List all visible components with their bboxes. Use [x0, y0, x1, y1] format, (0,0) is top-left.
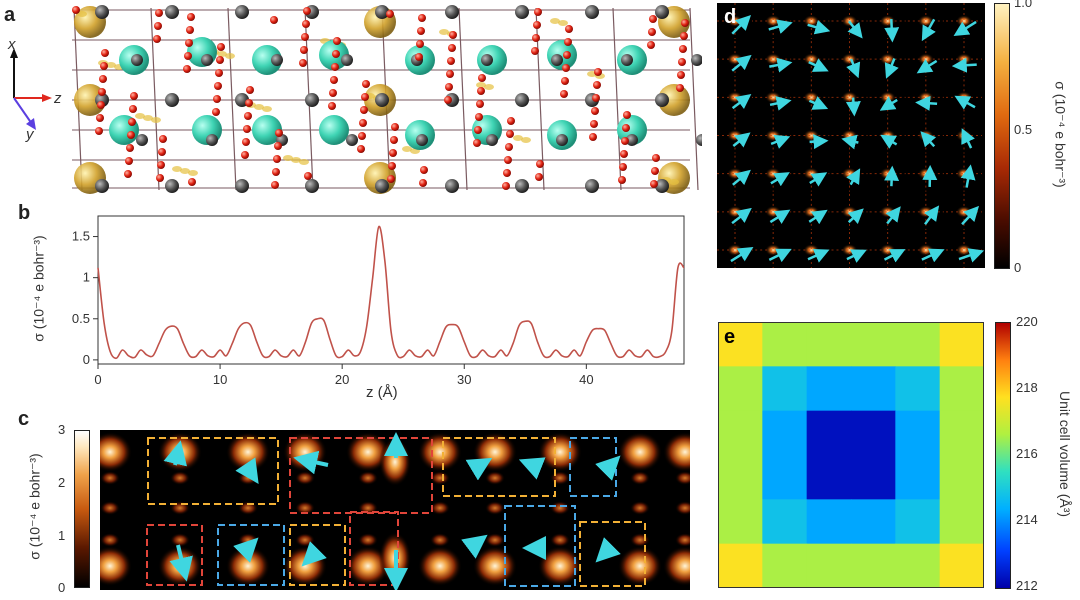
- heatmap-cell: [939, 366, 984, 412]
- heatmap-cell: [806, 455, 852, 500]
- heatmap-cell: [939, 322, 984, 367]
- heatmap-cell: [939, 455, 984, 500]
- heatmap-cell: [718, 366, 763, 412]
- plot-frame: [97, 215, 685, 365]
- heatmap-cell: [718, 543, 763, 588]
- heatmap-cell: [762, 543, 808, 588]
- heatmap-cell: [851, 410, 896, 456]
- panel-d-letter: d: [724, 6, 737, 28]
- axis-x-label: x: [8, 36, 16, 53]
- heatmap-cell: [762, 366, 808, 412]
- charge-density-map-d: [717, 3, 985, 268]
- panel-c-cbar-tick: 2: [58, 475, 66, 490]
- panel-e-cbar-tick: 214: [1016, 512, 1038, 527]
- panel-e-cbar-tick: 220: [1016, 314, 1038, 329]
- panel-e-colorbar: [995, 322, 1011, 589]
- heatmap-cell: [718, 499, 763, 545]
- panel-b-letter: b: [18, 202, 31, 224]
- heatmap-cell: [851, 499, 896, 545]
- x-tick-label: 10: [213, 372, 227, 387]
- heatmap-cell: [806, 543, 852, 588]
- heatmap-cell: [939, 410, 984, 456]
- heatmap-cell: [718, 455, 763, 500]
- panel-c-colorbar-label: σ (10⁻⁴ e bohr⁻³): [26, 453, 43, 560]
- heatmap-cell: [762, 455, 808, 500]
- heatmap-cell: [895, 455, 941, 500]
- heatmap-cell: [851, 366, 896, 412]
- panel-c-colorbar: [74, 430, 90, 588]
- heatmap-cell: [895, 543, 941, 588]
- heatmap-cell: [939, 543, 984, 588]
- unit-cell-volume-heatmap: [718, 322, 984, 588]
- panel-d-colorbar: [994, 3, 1010, 269]
- heatmap-cell: [762, 322, 808, 367]
- heatmap-cell: [718, 410, 763, 456]
- panel-e-cbar-tick: 218: [1016, 380, 1038, 395]
- panel-d-cbar-tick: 0.5: [1014, 122, 1033, 137]
- panel-c-letter: c: [18, 408, 30, 430]
- panel-c-cbar-tick: 0: [58, 580, 66, 595]
- heatmap-cell: [851, 322, 896, 367]
- panel-e-letter: e: [724, 326, 736, 348]
- panel-b-xlabel: z (Å): [366, 384, 398, 401]
- x-tick-label: 0: [94, 372, 101, 387]
- panel-e-colorbar-label: Unit cell volume (Å³): [1057, 390, 1073, 518]
- panel-a-letter: a: [4, 4, 16, 26]
- axis-triad: [10, 48, 52, 130]
- charge-density-map-c: [100, 430, 690, 590]
- heatmap-cell: [851, 543, 896, 588]
- x-tick-label: 20: [335, 372, 349, 387]
- heatmap-cell: [806, 410, 852, 456]
- heatmap-cell: [939, 499, 984, 545]
- panel-c-cbar-tick: 1: [58, 528, 66, 543]
- heatmap-cell: [762, 499, 808, 545]
- heatmap-cell: [895, 410, 941, 456]
- panel-d-cbar-tick: 1.0: [1014, 0, 1033, 10]
- panel-d-cbar-tick: 0: [1014, 260, 1022, 275]
- y-tick-label: 1: [83, 270, 90, 285]
- panel-c-cbar-tick: 3: [58, 422, 66, 437]
- heatmap-cell: [806, 366, 852, 412]
- y-tick-label: 0.5: [72, 311, 90, 326]
- panel-b-ylabel: σ (10⁻⁴ e bohr⁻³): [30, 235, 47, 342]
- heatmap-cell: [851, 455, 896, 500]
- heatmap-cell: [806, 322, 852, 367]
- x-tick-label: 30: [457, 372, 471, 387]
- heatmap-cell: [895, 499, 941, 545]
- heatmap-cell: [718, 322, 763, 367]
- heatmap-cell: [806, 499, 852, 545]
- crystal-structure-image: [70, 5, 702, 194]
- heatmap-cell: [895, 322, 941, 367]
- panel-d-colorbar-label: σ (10⁻⁴ e bohr⁻³): [1052, 81, 1069, 188]
- axis-z-label: z: [54, 90, 62, 107]
- heatmap-cell: [895, 366, 941, 412]
- panel-e-cbar-tick: 212: [1016, 578, 1038, 593]
- heatmap-cell: [762, 410, 808, 456]
- sigma-line: [97, 225, 685, 360]
- x-tick-label: 40: [579, 372, 593, 387]
- y-tick-label: 1.5: [72, 229, 90, 244]
- sigma-profile-chart: 0 10 20 30 40 0 0.5 1 1.5: [72, 215, 685, 387]
- axis-y-label: y: [26, 126, 34, 143]
- y-tick-label: 0: [83, 352, 90, 367]
- panel-e-cbar-tick: 216: [1016, 446, 1038, 461]
